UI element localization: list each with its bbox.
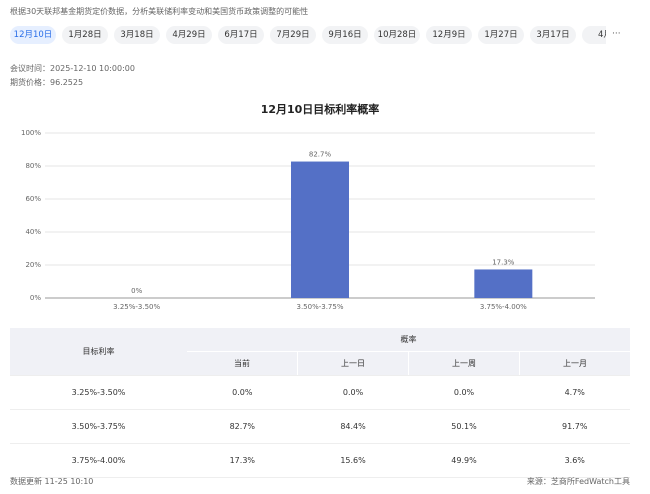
date-tab[interactable]: 1月27日 — [478, 26, 524, 44]
header-row: 目标利率 概率 — [10, 328, 630, 376]
date-tab[interactable]: 9月16日 — [322, 26, 368, 44]
table-cell: 3.50%-3.75% — [10, 409, 188, 444]
value-label: 17.3% — [492, 258, 515, 266]
futures-price: 期货价格：96.2525 — [10, 78, 84, 87]
chart-title: 12月10日目标利率概率 — [261, 102, 380, 116]
date-tab[interactable]: 7月29日 — [270, 26, 316, 44]
date-tab[interactable]: 3月17日 — [530, 26, 576, 44]
y-tick-label: 80% — [25, 162, 41, 170]
table-cell: 0.0% — [297, 375, 409, 410]
date-tab[interactable]: 12月9日 — [426, 26, 472, 44]
y-tick-label: 0% — [30, 294, 41, 302]
tab-bar: 12月10日 1月28日 3月18日 4月29日 6月17日 7月29日 9月16日 10月2… — [10, 26, 606, 46]
value-label: 82.7% — [309, 151, 332, 159]
table-cell: 4.7% — [519, 375, 630, 410]
date-tab[interactable]: 12月10日 — [10, 26, 56, 44]
header-cell: 上一日 — [297, 351, 410, 376]
x-tick-label: 3.25%-3.50% — [113, 303, 160, 311]
y-tick-label: 20% — [25, 261, 41, 269]
table-row: 3.25%-3.50% 0.0% 0.0% 0.0% 4.7% — [10, 375, 630, 410]
table-cell: 91.7% — [519, 409, 630, 444]
header-cell: 概率 — [187, 328, 630, 352]
table-cell: 15.6% — [297, 443, 409, 478]
date-tab[interactable]: 4月 — [582, 26, 606, 44]
date-tab[interactable]: 1月28日 — [62, 26, 108, 44]
table-cell: 0.0% — [408, 375, 520, 410]
header-row: 当前 上一日 上一周 上一月 — [10, 351, 630, 376]
date-tab[interactable]: 10月28日 — [374, 26, 420, 44]
more-button[interactable]: ··· — [612, 29, 621, 39]
date-tab[interactable]: 4月29日 — [166, 26, 212, 44]
probability-table: 目标利率 概率 当前 上一日 上一周 上一月 3.25%-3.50% 0.0% 0.0% 0.0%… — [10, 328, 630, 478]
table-cell: 3.6% — [519, 443, 630, 478]
x-tick-label: 3.75%-4.00% — [480, 303, 527, 311]
header-cell: 上一月 — [519, 351, 630, 376]
table-cell: 3.75%-4.00% — [10, 443, 188, 478]
date-tab[interactable]: 3月18日 — [114, 26, 160, 44]
source: 来源：芝商所FedWatch工具 — [526, 477, 630, 486]
header-cell: 上一周 — [408, 351, 520, 376]
header-cell: 目标利率 — [10, 328, 188, 376]
table-row: 3.50%-3.75% 82.7% 84.4% 50.1% 91.7% — [10, 409, 630, 444]
table-cell: 50.1% — [408, 409, 520, 444]
y-tick-label: 40% — [25, 228, 41, 236]
header-cell: 当前 — [187, 351, 299, 376]
table-cell: 3.25%-3.50% — [10, 375, 188, 410]
table-cell: 82.7% — [187, 409, 298, 444]
y-tick-label: 60% — [25, 195, 41, 203]
table-row: 3.75%-4.00% 17.3% 15.6% 49.9% 3.6% — [10, 443, 630, 478]
bar — [474, 269, 533, 298]
description: 根据30天联邦基金期货定价数据，分析美联储利率变动和美国货币政策调整的可能性 — [10, 7, 309, 16]
update-time: 数据更新 11-25 10:10 — [10, 477, 94, 486]
table-cell: 49.9% — [408, 443, 520, 478]
x-tick-label: 3.50%-3.75% — [296, 303, 343, 311]
table-cell: 0.0% — [187, 375, 298, 410]
date-tab[interactable]: 6月17日 — [218, 26, 264, 44]
chart: 12月10日目标利率概率 0% 20% 40% 60% 80% 100% 3.25%-3.5… — [21, 102, 595, 311]
meeting-time: 会议时间：2025-12-10 10:00:00 — [10, 64, 135, 73]
y-tick-label: 100% — [21, 129, 41, 137]
bar — [291, 161, 349, 298]
value-label: 0% — [131, 287, 142, 295]
table-cell: 84.4% — [297, 409, 409, 444]
table-cell: 17.3% — [187, 443, 298, 478]
